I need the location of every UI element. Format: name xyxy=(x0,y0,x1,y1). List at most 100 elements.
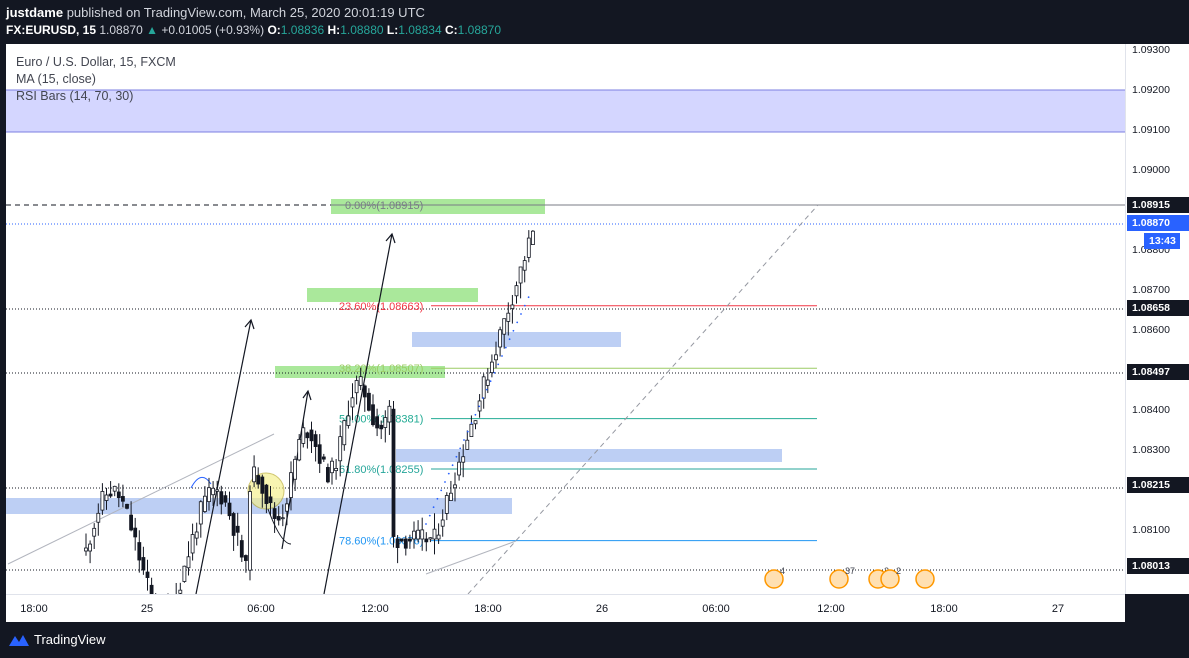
candle-body xyxy=(522,260,527,271)
candle-body xyxy=(309,429,314,442)
candle-body xyxy=(137,542,142,561)
zone-blue-mid[interactable] xyxy=(412,332,621,347)
candle-body xyxy=(313,434,318,447)
candle-body xyxy=(207,487,211,503)
candle-body xyxy=(346,415,351,426)
candle-body xyxy=(317,444,322,464)
trend-line-gray[interactable] xyxy=(7,433,275,565)
ma-point xyxy=(459,447,462,450)
candle-body xyxy=(436,534,441,540)
candle-body xyxy=(379,424,384,430)
ma-point xyxy=(447,472,450,475)
legend-ma[interactable]: MA (15, close) xyxy=(16,72,96,86)
candle-body xyxy=(84,547,88,552)
candle-body xyxy=(243,555,248,561)
candlestick-series[interactable] xyxy=(84,230,535,594)
trend-line-gray-2[interactable] xyxy=(425,540,517,575)
candle-body xyxy=(297,439,302,461)
price-tick-label: 1.08300 xyxy=(1132,444,1170,456)
zone-blue-lower[interactable] xyxy=(396,449,782,462)
price-chart[interactable]: 0.00%(1.08915) 23.60%(1.08663) 38.20%(1.08… xyxy=(6,44,1125,594)
candle-body xyxy=(366,392,371,411)
event-flag-icon[interactable] xyxy=(764,569,784,589)
ma-point xyxy=(444,481,446,483)
ma-point xyxy=(497,363,500,366)
symbol-label: FX:EURUSD, 15 xyxy=(6,23,97,37)
candle-body xyxy=(133,527,138,538)
candle-body xyxy=(387,405,392,423)
candle-body xyxy=(96,512,101,523)
zone-green-top[interactable] xyxy=(331,199,545,214)
trend-line-dashed[interactable] xyxy=(467,204,819,594)
tradingview-logo-icon[interactable] xyxy=(8,632,30,648)
candle-body xyxy=(121,496,125,502)
candle-body xyxy=(526,237,531,258)
event-flag-icon[interactable] xyxy=(829,569,849,589)
candle-body xyxy=(260,476,265,494)
price-tick-label: 1.08400 xyxy=(1132,404,1170,416)
brand-name[interactable]: TradingView xyxy=(34,632,106,647)
economic-events[interactable]: 43722 xyxy=(764,566,935,589)
fib-level-label: 0.00%(1.08915) xyxy=(345,200,423,212)
zone-green-382[interactable] xyxy=(275,366,445,378)
candle-body xyxy=(92,527,97,537)
ma-point xyxy=(508,338,511,341)
candle-body xyxy=(461,456,466,463)
author-name[interactable]: justdame xyxy=(6,5,64,20)
candle-body xyxy=(440,519,445,527)
candle-body xyxy=(145,571,150,578)
legend-rsi[interactable]: RSI Bars (14, 70, 30) xyxy=(16,89,134,103)
candle-body xyxy=(403,538,408,549)
event-count: 2 xyxy=(896,566,901,576)
publish-info: justdame published on TradingView.com, M… xyxy=(6,5,425,20)
event-count: 4 xyxy=(780,566,785,576)
ma-point xyxy=(432,506,435,509)
candle-body xyxy=(502,318,507,335)
candle-body xyxy=(219,491,224,505)
published-text: published on TradingView.com, March 25, … xyxy=(66,5,425,20)
candle-body xyxy=(506,312,511,322)
candle-body xyxy=(518,266,523,284)
fib-level-label: 78.60%(1.08076) xyxy=(339,536,423,548)
candle-body xyxy=(202,495,207,512)
candle-body xyxy=(510,304,515,309)
candle-body xyxy=(227,502,232,517)
candle-body xyxy=(194,531,199,539)
time-axis[interactable]: 18:00 25 06:00 12:00 18:00 26 06:00 12:00 18:00 2… xyxy=(6,594,1125,623)
price-tag: 1.08497 xyxy=(1127,364,1189,381)
candle-body xyxy=(248,491,252,571)
open-label: O: xyxy=(267,23,281,37)
fibonacci-retracement[interactable]: 0.00%(1.08915) 23.60%(1.08663) 38.20%(1.08… xyxy=(331,200,1125,548)
legend-title[interactable]: Euro / U.S. Dollar, 15, FXCM xyxy=(16,55,176,69)
low-value: 1.08834 xyxy=(398,23,442,37)
candle-body xyxy=(399,538,404,542)
price-tick-label: 1.09200 xyxy=(1132,84,1170,96)
candle-body xyxy=(256,475,261,485)
candle-body xyxy=(481,376,486,399)
candle-body xyxy=(325,467,330,483)
candle-body xyxy=(215,489,220,492)
price-tick-label: 1.08600 xyxy=(1132,324,1170,336)
candle-body xyxy=(412,530,416,540)
zone-green-236[interactable] xyxy=(307,288,478,302)
event-flag-icon[interactable] xyxy=(880,569,900,589)
candle-body xyxy=(420,529,425,540)
candle-body xyxy=(88,543,92,552)
high-value: 1.08880 xyxy=(340,23,384,37)
candle-body xyxy=(178,589,183,594)
chart-panel[interactable]: 0.00%(1.08915) 23.60%(1.08663) 38.20%(1.08… xyxy=(6,44,1125,594)
candle-body xyxy=(358,376,363,386)
candle-body xyxy=(108,493,113,497)
ma-point xyxy=(504,346,507,349)
candle-body xyxy=(444,495,449,514)
event-flag-icon[interactable] xyxy=(915,569,935,589)
candle-body xyxy=(198,501,203,525)
candle-body xyxy=(112,485,117,492)
price-axis[interactable]: 1.09300 1.09200 1.09100 1.09000 1.08800 1.087… xyxy=(1125,44,1189,594)
candle-body xyxy=(190,534,195,554)
candle-body xyxy=(498,329,503,348)
candle-body xyxy=(284,503,289,512)
candle-body xyxy=(473,420,478,425)
ma-point xyxy=(485,388,488,391)
candle-body xyxy=(342,420,347,446)
